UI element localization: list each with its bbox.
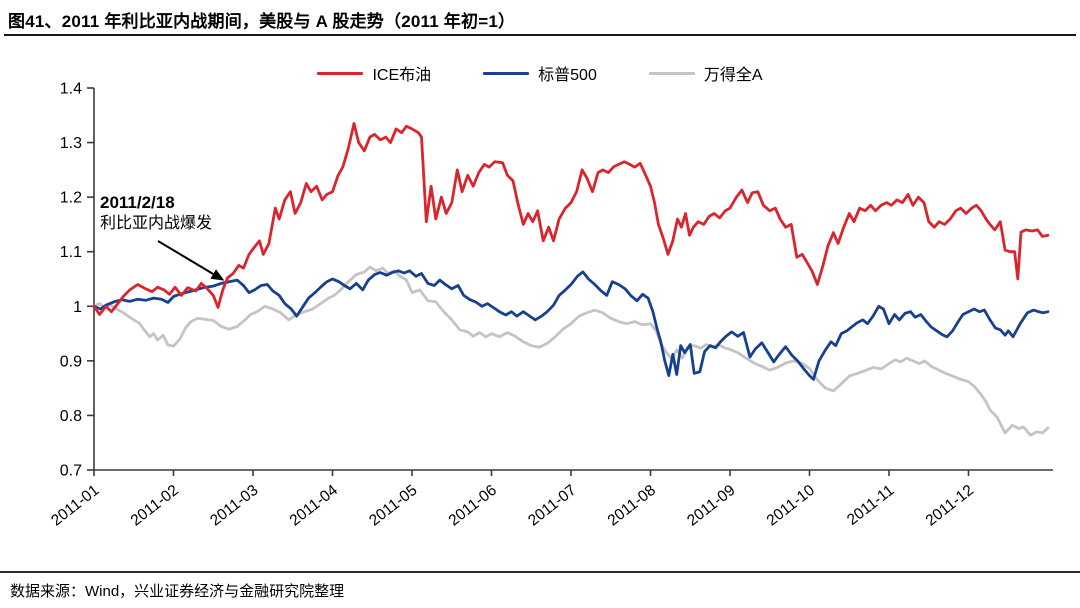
footer-divider xyxy=(0,571,1080,573)
event-annotation-text: 利比亚内战爆发 xyxy=(100,215,213,233)
y-axis-tick-label: 1.3 xyxy=(60,135,82,152)
legend-item-wind-all-a: 万得全A xyxy=(648,61,763,85)
x-axis-tick-label: 2011-04 xyxy=(287,482,342,530)
y-axis-tick-label: 1.2 xyxy=(60,190,82,207)
x-axis-tick-label: 2011-06 xyxy=(446,482,500,530)
figure-title: 图41、2011 年利比亚内战期间，美股与 A 股走势（2011 年初=1） xyxy=(8,12,516,31)
x-axis-tick-label: 2011-02 xyxy=(128,482,182,530)
wind-all-a-line-swatch xyxy=(648,71,695,75)
title-divider xyxy=(4,34,1076,36)
legend-item-ice-brent: ICE布油 xyxy=(317,61,431,85)
y-axis-tick-label: 1.1 xyxy=(60,244,82,261)
y-axis-tick-label: 0.9 xyxy=(60,353,82,370)
annotation-arrow-shaft xyxy=(157,240,214,275)
y-axis-tick-label: 0.7 xyxy=(60,463,82,480)
legend-label-sp500: 标普500 xyxy=(538,67,597,84)
x-axis-tick-label: 2011-07 xyxy=(525,482,579,530)
sp500-line-swatch xyxy=(483,71,530,75)
event-annotation: 2011/2/18 利比亚内战爆发 xyxy=(100,192,212,235)
x-axis-tick-label: 2011-09 xyxy=(684,482,738,530)
series-line-ice-brent xyxy=(92,122,1050,316)
annotation-arrowhead-icon xyxy=(210,269,225,281)
x-axis-tick-label: 2011-03 xyxy=(207,482,261,530)
series-line-wind-all-a xyxy=(92,265,1050,437)
series-line-sp500 xyxy=(92,269,1050,381)
x-axis-tick-label: 2011-01 xyxy=(48,482,102,530)
ice-brent-line-swatch xyxy=(317,71,364,75)
data-source-note: 数据来源：Wind，兴业证券经济与金融研究院整理 xyxy=(10,583,345,600)
legend-label-wind-all-a: 万得全A xyxy=(703,67,763,84)
x-axis-tick-label: 2011-05 xyxy=(366,482,420,530)
event-annotation-date: 2011/2/18 xyxy=(100,193,175,212)
y-axis-tick-label: 1 xyxy=(73,299,82,316)
legend-label-ice-brent: ICE布油 xyxy=(372,67,432,84)
y-axis-tick-label: 0.8 xyxy=(60,408,82,425)
x-axis-tick-label: 2011-10 xyxy=(764,482,819,530)
legend-item-sp500: 标普500 xyxy=(483,61,597,85)
x-axis-tick-label: 2011-11 xyxy=(844,482,897,529)
x-axis-tick-label: 2011-12 xyxy=(923,482,977,530)
y-axis-tick-label: 1.4 xyxy=(60,81,82,98)
chart-legend: ICE布油 标普500 万得全A xyxy=(0,61,1080,85)
x-axis-tick-label: 2011-08 xyxy=(605,482,659,530)
